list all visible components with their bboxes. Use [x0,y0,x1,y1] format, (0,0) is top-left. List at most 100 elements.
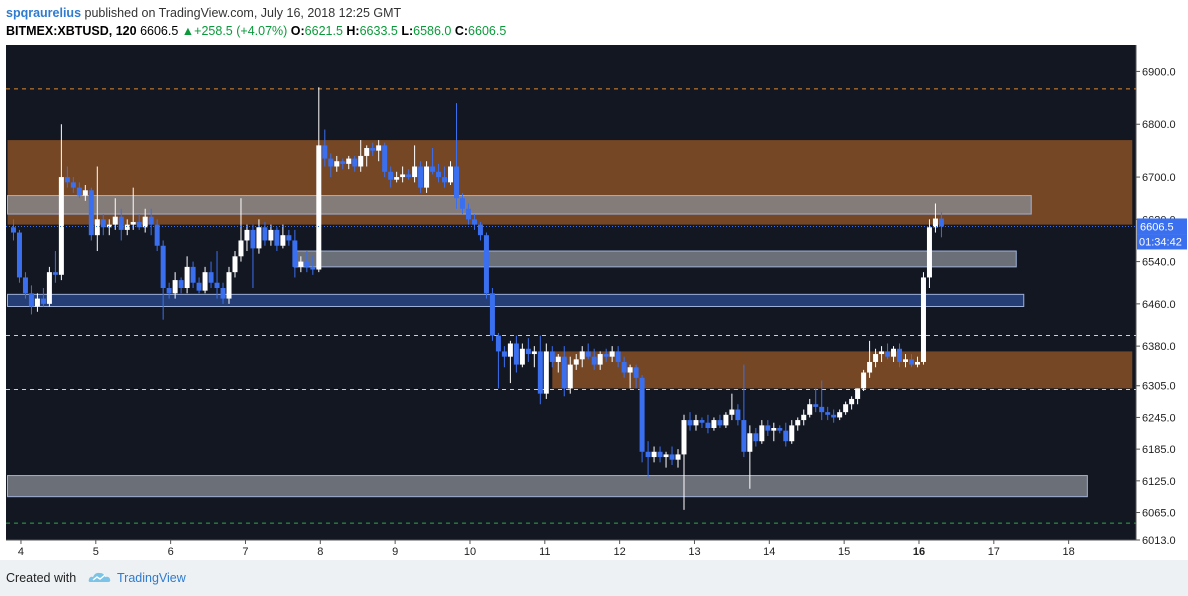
candle-29[interactable] [184,256,190,294]
candle-57[interactable] [352,155,358,172]
candle-16[interactable] [106,219,112,236]
candle-40[interactable] [250,224,256,289]
grey-zone-1[interactable] [6,195,1032,215]
candle-90[interactable] [549,346,555,368]
candle-67[interactable] [412,145,418,183]
candle-79[interactable] [483,232,489,299]
candle-44[interactable] [274,227,280,252]
candle-39[interactable] [244,224,250,252]
candle-34[interactable] [214,251,220,299]
candle-1[interactable] [16,229,22,283]
candle-50[interactable] [310,256,316,275]
candle-92[interactable] [561,346,567,397]
candle-86[interactable] [525,338,531,362]
candle-68[interactable] [418,161,424,193]
candle-62[interactable] [382,142,388,178]
candle-95[interactable] [579,346,585,368]
candle-83[interactable] [507,340,513,384]
candle-88[interactable] [537,335,543,405]
candle-152[interactable] [920,272,926,365]
candle-97[interactable] [591,348,597,370]
candle-33[interactable] [208,261,214,289]
candle-64[interactable] [394,171,400,183]
candle-80[interactable] [489,288,495,341]
candle-94[interactable] [573,354,579,370]
candle-108[interactable] [657,446,663,463]
candle-85[interactable] [519,343,525,368]
candle-48[interactable] [298,256,304,273]
candle-139[interactable] [843,401,849,415]
candle-147[interactable] [891,346,897,362]
candle-7[interactable] [52,251,58,283]
candle-130[interactable] [789,420,795,444]
candle-128[interactable] [777,425,783,434]
candle-35[interactable] [220,282,226,304]
candle-100[interactable] [609,346,615,362]
candle-148[interactable] [897,343,903,368]
candle-54[interactable] [334,155,340,172]
candle-150[interactable] [908,354,914,368]
candle-53[interactable] [328,153,334,178]
candle-116[interactable] [705,414,711,434]
candle-119[interactable] [723,412,729,429]
candle-13[interactable] [88,187,94,241]
candle-14[interactable] [94,166,100,252]
candle-140[interactable] [849,396,855,410]
candle-76[interactable] [465,203,471,225]
candle-142[interactable] [861,369,867,392]
candle-42[interactable] [262,221,268,246]
candle-6[interactable] [46,266,52,307]
candle-24[interactable] [154,219,160,252]
candle-132[interactable] [801,409,807,426]
orange-zone-4[interactable] [552,351,1133,389]
candle-61[interactable] [376,140,382,162]
candle-36[interactable] [226,266,232,304]
candle-0[interactable] [10,219,16,241]
candle-105[interactable] [639,375,645,463]
candle-20[interactable] [130,187,136,230]
candle-145[interactable] [879,346,885,362]
candle-135[interactable] [819,380,825,421]
candle-56[interactable] [346,155,352,170]
candle-51[interactable] [316,87,322,273]
candle-87[interactable] [531,346,537,368]
candle-115[interactable] [699,417,705,429]
candle-84[interactable] [513,335,519,373]
blue-zone-3[interactable] [6,293,1025,307]
candle-110[interactable] [669,446,675,465]
price-axis[interactable] [1136,45,1188,540]
candle-12[interactable] [82,184,88,201]
candle-102[interactable] [621,356,627,378]
candle-9[interactable] [64,166,70,188]
candle-63[interactable] [388,166,394,188]
tradingview-cloud-icon[interactable] [88,570,112,584]
time-axis[interactable] [6,540,1136,560]
candle-151[interactable] [914,356,920,368]
candle-149[interactable] [903,354,909,368]
candle-113[interactable] [687,412,693,431]
candle-122[interactable] [741,364,747,458]
candle-75[interactable] [459,192,465,215]
candle-77[interactable] [471,214,477,230]
candle-55[interactable] [340,158,346,170]
candle-99[interactable] [603,348,609,362]
candle-17[interactable] [112,198,118,230]
candle-112[interactable] [681,414,687,510]
candle-37[interactable] [232,251,238,278]
candle-109[interactable] [663,451,669,468]
candle-89[interactable] [543,343,549,399]
candle-114[interactable] [693,414,699,431]
candle-25[interactable] [160,240,166,320]
candle-121[interactable] [735,404,741,426]
candle-72[interactable] [442,166,448,188]
candle-154[interactable] [932,203,938,233]
candle-117[interactable] [711,417,717,431]
candle-103[interactable] [627,364,633,389]
candle-101[interactable] [615,346,621,368]
candle-8[interactable] [58,124,64,281]
candle-10[interactable] [70,177,76,193]
price-chart[interactable]: 6900.06800.06700.06620.06540.06460.06380… [0,40,1188,560]
grey-zone-2[interactable] [293,250,1017,268]
candle-60[interactable] [370,142,376,156]
candle-93[interactable] [567,356,573,394]
